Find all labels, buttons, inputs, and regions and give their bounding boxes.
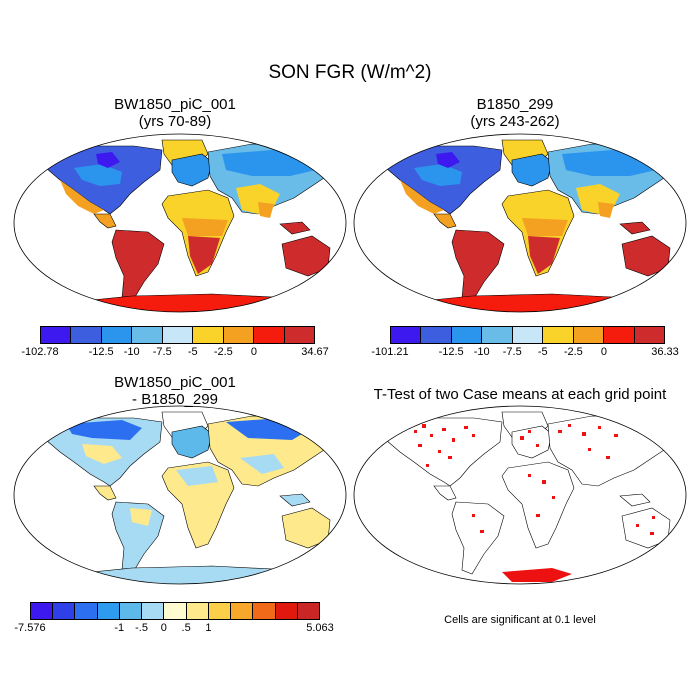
- colorbar-tick-label: 0: [160, 622, 167, 634]
- colorbar-cell: [604, 327, 635, 343]
- colorbar-1: [40, 326, 315, 344]
- colorbar-tick-label: -12.5: [438, 346, 464, 358]
- colorbar-tick-label: -2.5: [213, 346, 233, 358]
- colorbar-3-labels: -7.576 -1 -.5 0 .5 1 5.063: [14, 622, 333, 636]
- colorbar-cell: [71, 327, 102, 343]
- map-panel-1: [13, 133, 347, 313]
- panel-4-title: T-Test of two Case means at each grid po…: [373, 386, 667, 403]
- colorbar-tick-label: 5.063: [306, 622, 334, 634]
- panel-3-title-line1: BW1850_piC_001: [114, 374, 236, 391]
- colorbar-cell: [97, 603, 120, 619]
- colorbar-tick-label: 0: [250, 346, 257, 358]
- colorbar-cell: [284, 327, 314, 343]
- map-panel-2: [353, 133, 687, 313]
- panel-3-title-line2: - B1850_299: [132, 391, 218, 408]
- colorbar-cell: [75, 603, 98, 619]
- colorbar-cell: [573, 327, 605, 343]
- panel-1-title-line1: BW1850_piC_001: [114, 96, 236, 113]
- colorbar-tick-label: 34.67: [301, 346, 329, 358]
- colorbar-cell: [162, 327, 194, 343]
- colorbar-cell: [119, 603, 143, 619]
- colorbar-cell: [275, 603, 298, 619]
- colorbar-tick-label: -2.5: [563, 346, 583, 358]
- colorbar-tick-label: -5: [187, 346, 198, 358]
- colorbar-cell: [31, 603, 54, 619]
- colorbar-tick-label: -7.5: [502, 346, 522, 358]
- colorbar-tick-label: -10: [473, 346, 490, 358]
- colorbar-tick-label: 0: [600, 346, 607, 358]
- colorbar-cell: [208, 603, 232, 619]
- colorbar-tick-label: -10: [123, 346, 140, 358]
- colorbar-cell: [254, 327, 285, 343]
- significance-note: Cells are significant at 0.1 level: [444, 614, 596, 626]
- colorbar-tick-label: -12.5: [88, 346, 114, 358]
- panel-1-title-line2: (yrs 70-89): [138, 113, 212, 130]
- panel-1-title: BW1850_piC_001 (yrs 70-89): [60, 96, 290, 130]
- colorbar-tick-label: 1: [205, 622, 212, 634]
- map-panel-4: [353, 405, 687, 585]
- colorbar-cell: [193, 327, 224, 343]
- panel-3-title: BW1850_piC_001 - B1850_299: [60, 374, 290, 408]
- colorbar-cell: [41, 327, 72, 343]
- figure-title: SON FGR (W/m^2): [268, 62, 432, 83]
- colorbar-cell: [231, 603, 254, 619]
- colorbar-2: [390, 326, 665, 344]
- colorbar-cell: [482, 327, 513, 343]
- colorbar-cell: [142, 603, 165, 619]
- colorbar-cell: [512, 327, 544, 343]
- colorbar-cell: [297, 603, 320, 619]
- colorbar-cell: [634, 327, 664, 343]
- colorbar-cell: [53, 603, 76, 619]
- colorbar-cell: [451, 327, 483, 343]
- colorbar-tick-label: 36.33: [651, 346, 679, 358]
- colorbar-cell: [101, 327, 133, 343]
- panel-2-title-line2: (yrs 243-262): [470, 113, 560, 130]
- colorbar-tick-label: -.5: [135, 622, 148, 634]
- colorbar-2-labels: -101.21 -12.5 -10 -7.5 -5 -2.5 0 36.33: [371, 346, 678, 360]
- colorbar-cell: [186, 603, 209, 619]
- colorbar-cell: [223, 327, 255, 343]
- colorbar-cell: [132, 327, 163, 343]
- panel-2-title-line1: B1850_299: [476, 96, 554, 113]
- colorbar-tick-label: -7.5: [152, 346, 172, 358]
- colorbar-tick-label: -101.21: [371, 346, 409, 358]
- colorbar-3: [30, 602, 320, 620]
- colorbar-tick-label: -102.78: [21, 346, 59, 358]
- colorbar-tick-label: -7.576: [14, 622, 46, 634]
- panel-2-title: B1850_299 (yrs 243-262): [400, 96, 630, 130]
- colorbar-1-labels: -102.78 -12.5 -10 -7.5 -5 -2.5 0 34.67: [21, 346, 328, 360]
- colorbar-cell: [421, 327, 452, 343]
- colorbar-tick-label: -1: [114, 622, 125, 634]
- colorbar-cell: [164, 603, 187, 619]
- colorbar-cell: [543, 327, 574, 343]
- colorbar-tick-label: -5: [537, 346, 548, 358]
- map-panel-3: [13, 405, 347, 585]
- colorbar-tick-label: .5: [181, 622, 191, 634]
- colorbar-cell: [253, 603, 276, 619]
- colorbar-cell: [391, 327, 422, 343]
